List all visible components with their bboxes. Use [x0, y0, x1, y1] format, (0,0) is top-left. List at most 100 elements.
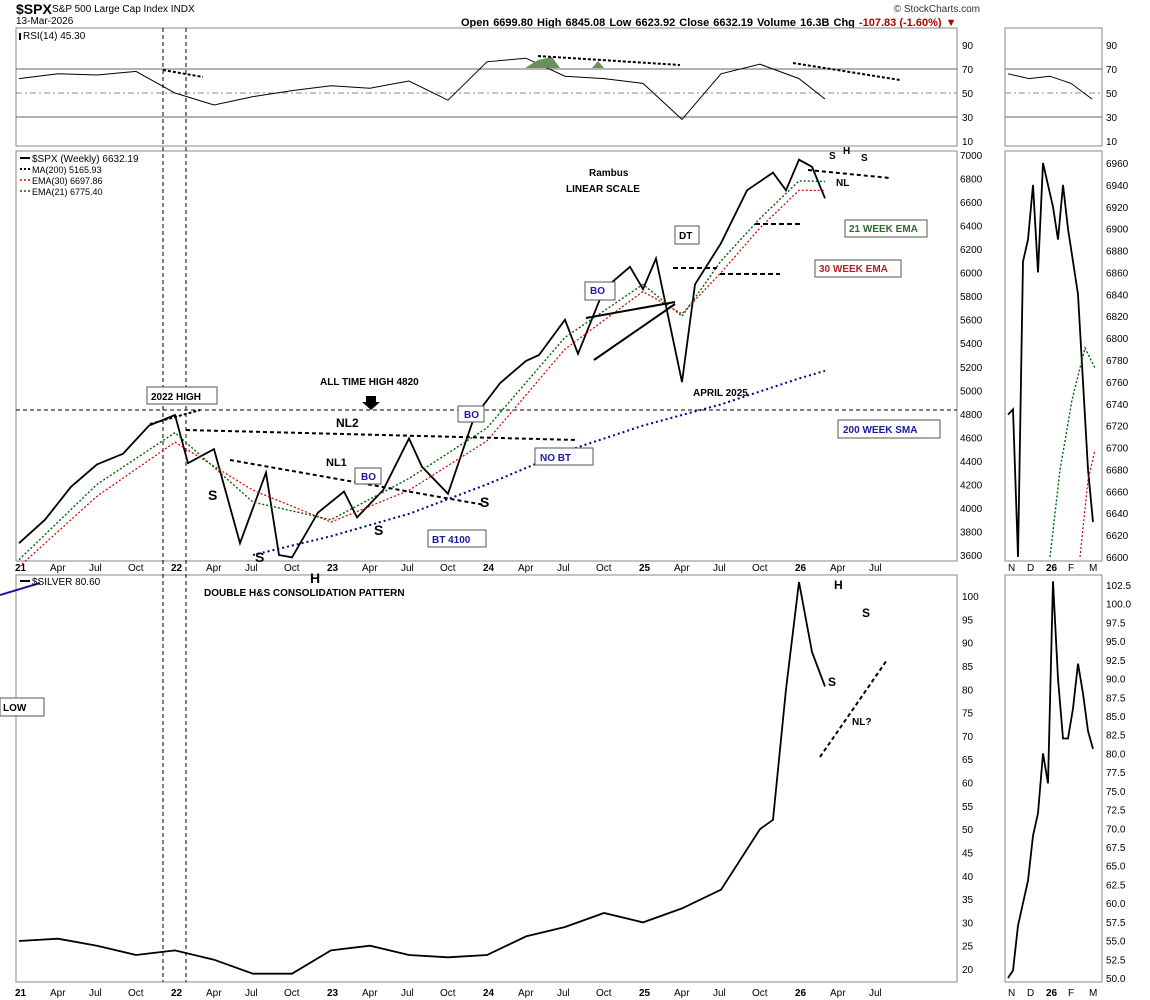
silver-detail-y-tick-label: 67.5: [1106, 843, 1126, 854]
spx-y-tick-label: 4000: [960, 504, 983, 515]
spx-detail-y-tick-label: 6800: [1106, 334, 1129, 345]
silver-y-tick-label: 40: [962, 872, 974, 883]
callout-box: [584, 281, 616, 301]
silver-y-tick-label: 80: [962, 685, 974, 696]
nl2-line: [185, 429, 579, 441]
annotation-30-week-ema: 30 WEEK EMA: [819, 264, 888, 275]
spx-detail-x-tick-label: D: [1027, 563, 1034, 574]
index-name: S&P 500 Large Cap Index INDX: [52, 4, 195, 15]
spx-y-tick-label: 6200: [960, 245, 983, 256]
silver-y-tick-label: 90: [962, 639, 974, 650]
silver-y-tick-label: 45: [962, 848, 974, 859]
spx-price-line: [18, 158, 826, 559]
spx-x-tick-label: 23: [327, 563, 339, 574]
silver-x-tick-label: 26: [795, 988, 807, 999]
rsi-line: [18, 57, 826, 121]
spx-x-tick-label: Jul: [89, 563, 102, 574]
silver-x-tick-label: Apr: [830, 988, 846, 999]
spx-detail-x-tick-label: N: [1008, 563, 1015, 574]
callout-box: [534, 447, 594, 466]
spx-panel-frame: [15, 150, 958, 562]
spx-detail-y-tick-label: 6880: [1106, 247, 1129, 258]
spx-x-tick-label: Jul: [869, 563, 882, 574]
silver-detail-y-tick-label: 62.5: [1106, 880, 1126, 891]
silver-detail-y-tick-label: 97.5: [1106, 618, 1126, 629]
rsi-detail-y-tick-label: 90: [1106, 41, 1118, 52]
silver-x-tick-label: Apr: [50, 988, 66, 999]
annotation-layer: Rambus LINEAR SCALE 2022 HIGH ALL TIME H…: [0, 146, 941, 728]
spx-detail-y-tick-label: 6920: [1106, 203, 1129, 214]
silver-y-tick-label: 35: [962, 895, 974, 906]
silver-y-tick-label: 100: [962, 592, 979, 603]
y-axis-ticks: 90 90 70 70 50 50 30 30 10 10 3600 3800 4000 4200 4400…: [960, 41, 1131, 985]
high-2022-top-line: [149, 409, 201, 425]
spx-y-tick-label: 6400: [960, 222, 983, 233]
spx-y-tick-label: 4800: [960, 410, 983, 421]
rsi-trendline-2024: [537, 55, 681, 66]
chart-date: 13-Mar-2026: [16, 16, 74, 27]
spx-detail-y-tick-label: 6940: [1106, 181, 1129, 192]
silver-x-tick-label: 22: [171, 988, 183, 999]
spx-x-tick-label: 21: [15, 563, 27, 574]
silver-detail-x-tick-label: M: [1089, 988, 1097, 999]
rsi-y-tick-label: 30: [962, 113, 974, 124]
spx-detail-x-tick-label: 26: [1046, 563, 1058, 574]
silver-x-tick-label: Jul: [869, 988, 882, 999]
annotation-april-2025: APRIL 2025: [693, 388, 748, 399]
annotation-bo-wedge: BO: [590, 286, 605, 297]
spx-x-tick-label: 22: [171, 563, 183, 574]
spx-detail-y-tick-label: 6900: [1106, 225, 1129, 236]
spx-y-tick-label: 5600: [960, 316, 983, 327]
silver-detail-y-tick-label: 102.5: [1106, 581, 1131, 592]
spx-x-tick-label: Jul: [557, 563, 570, 574]
spx-detail-y-tick-label: 6820: [1106, 312, 1129, 323]
silver-detail-y-tick-label: 52.5: [1106, 955, 1126, 966]
spx-x-tick-label: Oct: [284, 563, 300, 574]
annotation-s-top-left: S: [829, 151, 836, 162]
annotation-s-right: S: [480, 494, 489, 510]
spx-detail-x-tick-label: M: [1089, 563, 1097, 574]
annotation-nl1: NL1: [326, 457, 347, 469]
open-label: Open: [461, 17, 490, 29]
legend-price: $SPX (Weekly) 6632.19: [32, 154, 139, 165]
spx-y-tick-label: 5400: [960, 339, 983, 350]
rsi-trendline-2025: [792, 62, 901, 81]
silver-y-tick-label: 85: [962, 662, 974, 673]
silver-detail-price-line: [1007, 581, 1094, 979]
silver-x-tick-label: Jul: [557, 988, 570, 999]
wedge-bottom-line: [593, 303, 676, 361]
legend-ma200: MA(200) 5165.93: [32, 165, 102, 175]
down-arrow-icon: ▼: [945, 17, 957, 29]
annotation-double-hs: DOUBLE H&S CONSOLIDATION PATTERN: [204, 588, 405, 599]
volume-label: Volume: [757, 17, 797, 29]
spx-x-tick-label: 25: [639, 563, 651, 574]
silver-detail-y-tick-label: 55.0: [1106, 937, 1126, 948]
annotation-silver-h: H: [834, 578, 843, 592]
rsi-y-tick-label: 10: [962, 137, 974, 148]
spx-detail-y-tick-label: 6740: [1106, 400, 1129, 411]
silver-y-tick-label: 55: [962, 802, 974, 813]
callout-box: [146, 386, 218, 405]
spx-x-tick-label: Apr: [518, 563, 534, 574]
silver-detail-x-tick-label: N: [1008, 988, 1015, 999]
symbol-title: $SPX: [16, 1, 52, 17]
annotation-s-top-right: S: [861, 153, 868, 164]
silver-detail-x-tick-label: F: [1068, 988, 1074, 999]
spx-detail-y-tick-label: 6760: [1106, 378, 1129, 389]
annotation-2022-high: 2022 HIGH: [151, 392, 201, 403]
hs-neckline: [807, 169, 891, 179]
spx-x-tick-label: 24: [483, 563, 495, 574]
spx-detail-price-line: [1007, 162, 1094, 558]
silver-y-tick-label: 65: [962, 755, 974, 766]
chg-label: Chg: [833, 17, 855, 29]
silver-x-tick-label: 24: [483, 988, 495, 999]
spx-detail-y-tick-label: 6600: [1106, 553, 1129, 564]
silver-detail-y-tick-label: 60.0: [1106, 899, 1126, 910]
silver-detail-y-tick-label: 50.0: [1106, 974, 1126, 985]
silver-x-tick-label: 25: [639, 988, 651, 999]
annotation-silver-s-right: S: [862, 606, 870, 620]
silver-detail-y-tick-label: 100.0: [1106, 600, 1131, 611]
annotation-linear-scale: LINEAR SCALE: [566, 184, 640, 195]
rsi-detail-frame: [1004, 27, 1103, 147]
